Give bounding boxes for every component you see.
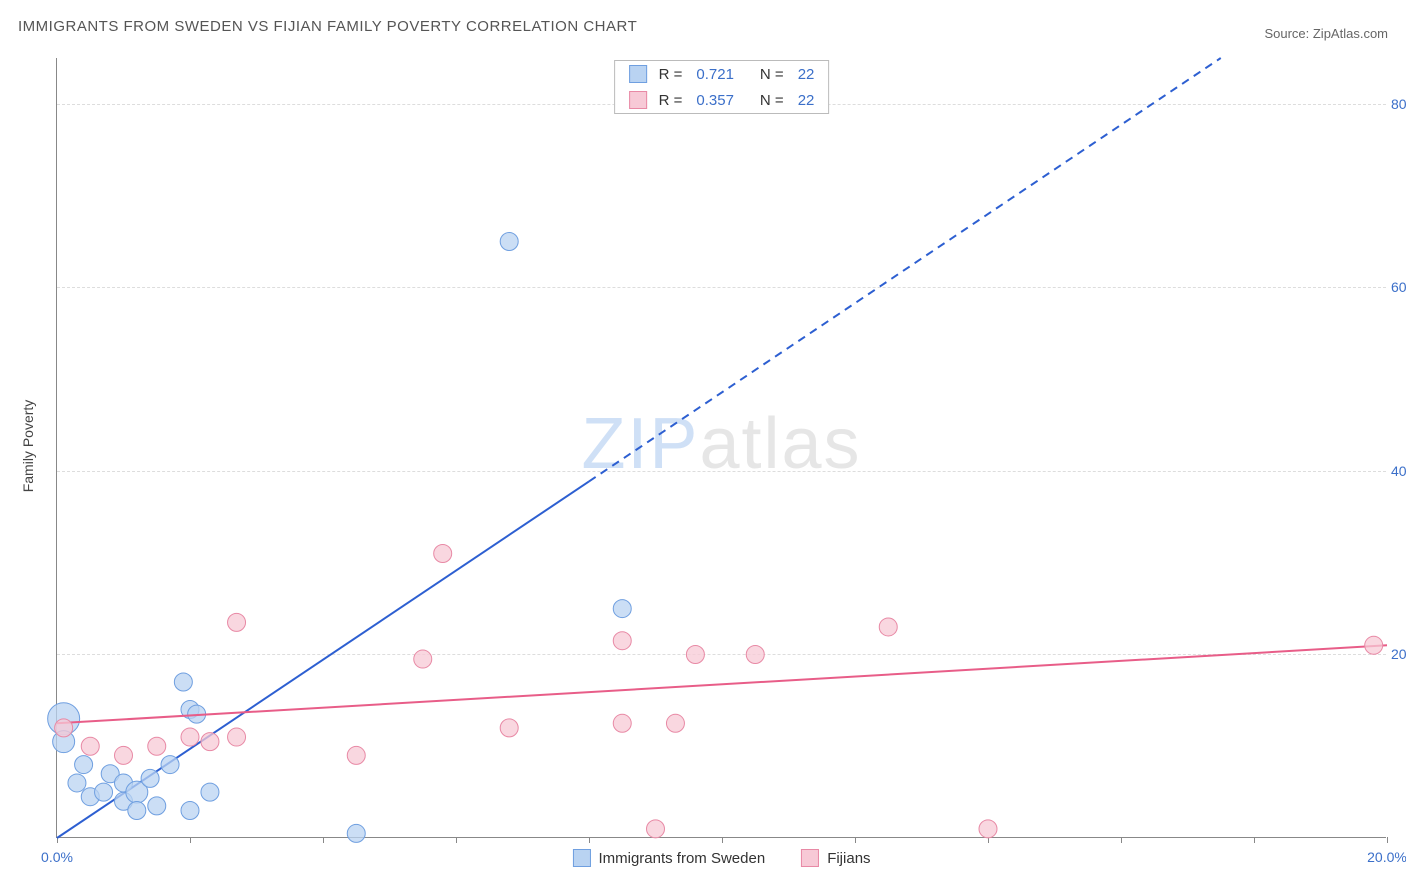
plot-area: ZIPatlas 20.0%40.0%60.0%80.0% 0.0%20.0% … bbox=[56, 58, 1386, 838]
x-tick-label: 20.0% bbox=[1367, 849, 1406, 865]
legend-n-value-sweden: 22 bbox=[798, 66, 815, 83]
data-point-fijians bbox=[148, 737, 166, 755]
data-point-fijians bbox=[613, 632, 631, 650]
data-point-fijians bbox=[347, 746, 365, 764]
data-point-sweden bbox=[500, 233, 518, 251]
x-tick bbox=[1121, 837, 1122, 843]
legend-r-label: R = bbox=[659, 66, 683, 83]
legend-row-fijians: R = 0.357 N = 22 bbox=[615, 87, 829, 113]
series-label-fijians: Fijians bbox=[827, 850, 870, 867]
legend-n-value-fijians: 22 bbox=[798, 92, 815, 109]
data-point-sweden bbox=[181, 801, 199, 819]
y-axis-title: Family Poverty bbox=[20, 400, 36, 493]
x-tick bbox=[589, 837, 590, 843]
x-tick bbox=[855, 837, 856, 843]
series-legend-sweden: Immigrants from Sweden bbox=[572, 849, 765, 867]
legend-swatch-fijians bbox=[629, 91, 647, 109]
data-point-sweden bbox=[141, 769, 159, 787]
data-point-sweden bbox=[347, 824, 365, 842]
data-point-sweden bbox=[201, 783, 219, 801]
legend-r-value-sweden: 0.721 bbox=[696, 66, 734, 83]
data-point-fijians bbox=[979, 820, 997, 838]
data-point-sweden bbox=[95, 783, 113, 801]
data-point-sweden bbox=[75, 756, 93, 774]
data-point-fijians bbox=[647, 820, 665, 838]
legend-r-value-fijians: 0.357 bbox=[696, 92, 734, 109]
y-tick-label: 40.0% bbox=[1391, 463, 1406, 479]
x-tick bbox=[722, 837, 723, 843]
chart-svg bbox=[57, 58, 1386, 837]
series-legend: Immigrants from Sweden Fijians bbox=[572, 849, 870, 867]
data-point-sweden bbox=[174, 673, 192, 691]
data-point-sweden bbox=[68, 774, 86, 792]
correlation-legend: R = 0.721 N = 22 R = 0.357 N = 22 bbox=[614, 60, 830, 114]
data-point-fijians bbox=[746, 645, 764, 663]
y-tick-label: 60.0% bbox=[1391, 279, 1406, 295]
data-point-fijians bbox=[500, 719, 518, 737]
x-tick-label: 0.0% bbox=[41, 849, 73, 865]
data-point-fijians bbox=[414, 650, 432, 668]
regression-line-sweden-dashed bbox=[589, 58, 1221, 481]
legend-swatch-sweden-bottom bbox=[572, 849, 590, 867]
data-point-fijians bbox=[201, 733, 219, 751]
y-tick-label: 80.0% bbox=[1391, 96, 1406, 112]
x-tick bbox=[1387, 837, 1388, 843]
series-legend-fijians: Fijians bbox=[801, 849, 870, 867]
data-point-sweden bbox=[161, 756, 179, 774]
y-tick-label: 20.0% bbox=[1391, 646, 1406, 662]
data-point-fijians bbox=[613, 714, 631, 732]
legend-swatch-fijians-bottom bbox=[801, 849, 819, 867]
regression-line-fijians bbox=[57, 645, 1387, 723]
data-point-fijians bbox=[81, 737, 99, 755]
source-label: Source: ZipAtlas.com bbox=[1264, 26, 1388, 41]
legend-row-sweden: R = 0.721 N = 22 bbox=[615, 61, 829, 87]
legend-n-label: N = bbox=[760, 92, 784, 109]
data-point-fijians bbox=[228, 728, 246, 746]
data-point-fijians bbox=[1365, 636, 1383, 654]
data-point-fijians bbox=[181, 728, 199, 746]
chart-title: IMMIGRANTS FROM SWEDEN VS FIJIAN FAMILY … bbox=[18, 18, 637, 35]
x-tick bbox=[190, 837, 191, 843]
series-label-sweden: Immigrants from Sweden bbox=[598, 850, 765, 867]
data-point-sweden bbox=[613, 600, 631, 618]
x-tick bbox=[1254, 837, 1255, 843]
data-point-fijians bbox=[115, 746, 133, 764]
data-point-sweden bbox=[128, 801, 146, 819]
data-point-fijians bbox=[434, 545, 452, 563]
legend-n-label: N = bbox=[760, 66, 784, 83]
data-point-fijians bbox=[879, 618, 897, 636]
legend-swatch-sweden bbox=[629, 65, 647, 83]
data-point-sweden bbox=[148, 797, 166, 815]
data-point-fijians bbox=[686, 645, 704, 663]
x-tick bbox=[323, 837, 324, 843]
data-point-fijians bbox=[666, 714, 684, 732]
legend-r-label: R = bbox=[659, 92, 683, 109]
data-point-fijians bbox=[55, 719, 73, 737]
data-point-fijians bbox=[228, 613, 246, 631]
x-tick bbox=[456, 837, 457, 843]
